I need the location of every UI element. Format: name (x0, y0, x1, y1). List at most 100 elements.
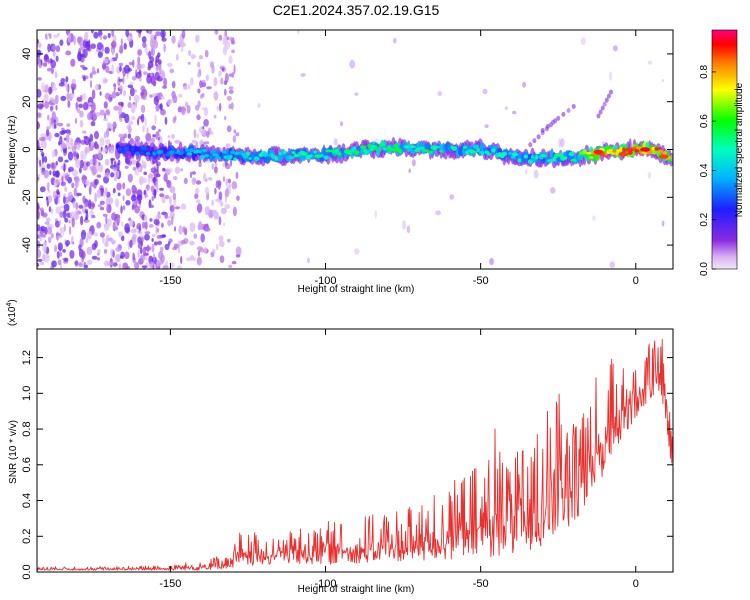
noise-speck (45, 36, 48, 40)
noise-speck (70, 58, 76, 67)
noise-speck (86, 161, 90, 167)
noise-speck (174, 226, 176, 232)
noise-speck (193, 233, 198, 239)
noise-speck (80, 215, 84, 226)
noise-speck (152, 264, 155, 269)
noise-speck (110, 172, 115, 178)
noise-speck (122, 262, 129, 269)
noise-speck (144, 117, 147, 127)
noise-speck (235, 246, 242, 256)
bottom-x-tick-label: -50 (473, 578, 489, 590)
noise-speck (151, 243, 155, 253)
noise-speck (51, 149, 56, 158)
noise-speck (123, 42, 127, 50)
noise-speck (84, 209, 88, 214)
ridge-cell (439, 149, 444, 153)
noise-speck (128, 219, 134, 227)
noise-speck (37, 176, 40, 181)
noise-speck (223, 222, 226, 227)
noise-speck (84, 136, 90, 146)
noise-speck (138, 195, 142, 205)
snr-panel: -150 -100 -50 0 0.0 0.2 0.4 0.6 0.8 1.0 1.2 Heigh… (6, 299, 674, 595)
noise-speck (109, 261, 114, 266)
noise-speck (213, 115, 217, 119)
noise-speck (97, 51, 103, 58)
noise-speck (79, 166, 82, 174)
noise-speck (74, 260, 79, 266)
ridge-cell (552, 156, 556, 162)
ridge-cell (122, 150, 127, 155)
noise-speck (437, 91, 443, 97)
noise-speck (103, 191, 106, 198)
colorbar-tick-label: 0.0 (699, 262, 710, 276)
noise-speck (235, 132, 240, 137)
noise-speck (49, 33, 52, 40)
noise-speck (167, 219, 172, 227)
noise-speck (103, 118, 108, 122)
ridge-cell (588, 156, 594, 159)
noise-speck (91, 89, 96, 100)
ridge-cell (233, 157, 237, 162)
noise-speck (147, 30, 153, 34)
bottom-x-ticks: -150 -100 -50 0 (159, 329, 639, 590)
noise-speck (127, 133, 132, 139)
noise-speck (80, 229, 87, 240)
noise-speck (551, 119, 555, 125)
noise-speck (106, 92, 110, 98)
noise-speck (65, 133, 70, 144)
noise-speck (566, 108, 571, 113)
noise-speck (140, 63, 146, 69)
noise-speck (128, 61, 134, 66)
noise-speck (178, 225, 183, 235)
noise-speck (89, 165, 94, 171)
ridge-peak (640, 147, 651, 152)
noise-speck (65, 85, 69, 92)
noise-speck (232, 206, 237, 217)
noise-speck (223, 88, 227, 96)
ridge-cell (669, 155, 673, 159)
noise-speck (131, 184, 137, 194)
ridge-cell (325, 149, 332, 153)
noise-speck (220, 201, 224, 207)
noise-speck (104, 241, 109, 247)
noise-speck (220, 77, 224, 85)
bottom-x-tick-label: -100 (315, 578, 337, 590)
noise-speck (94, 130, 99, 140)
noise-speck (55, 104, 58, 111)
ridge-cell (189, 148, 194, 153)
noise-speck (153, 241, 158, 246)
noise-speck (90, 43, 96, 49)
noise-speck (59, 226, 63, 235)
ridge-cell (423, 149, 429, 153)
noise-speck (103, 223, 107, 228)
noise-speck (87, 39, 91, 47)
ridge-cell (130, 146, 135, 152)
noise-speck (99, 206, 105, 211)
noise-speck (197, 88, 201, 94)
noise-speck (158, 70, 162, 75)
noise-speck (70, 82, 77, 91)
noise-speck (47, 43, 51, 53)
noise-speck (55, 161, 58, 166)
noise-speck (55, 206, 62, 215)
ridge-cell (463, 145, 468, 149)
noise-speck (606, 93, 611, 99)
noise-speck (231, 72, 235, 78)
noise-speck (121, 221, 124, 227)
noise-speck (73, 187, 77, 197)
noise-speck (46, 163, 51, 169)
colorbar-tick-label: 0.6 (699, 114, 710, 128)
noise-speck (37, 224, 41, 232)
heatmap-noise (37, 30, 665, 269)
noise-speck (37, 156, 40, 164)
noise-speck (191, 177, 196, 186)
noise-speck (55, 55, 59, 62)
noise-speck (84, 31, 89, 42)
noise-speck (67, 32, 72, 43)
noise-speck (134, 135, 141, 142)
noise-speck (37, 202, 40, 210)
noise-speck (159, 246, 164, 253)
noise-speck (402, 220, 406, 230)
noise-speck (44, 84, 49, 93)
noise-speck (89, 72, 93, 79)
